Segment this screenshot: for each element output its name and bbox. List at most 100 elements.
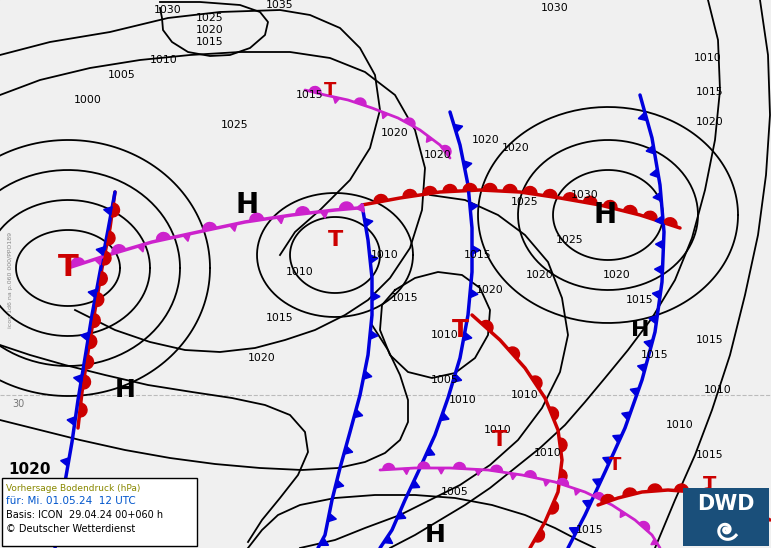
Text: 1015: 1015 [266, 313, 294, 323]
Polygon shape [574, 488, 581, 495]
Text: H: H [631, 320, 649, 340]
Wedge shape [103, 251, 111, 265]
Polygon shape [319, 538, 328, 545]
Polygon shape [655, 240, 664, 249]
Wedge shape [623, 206, 637, 214]
Text: 1015: 1015 [696, 87, 724, 97]
Polygon shape [103, 207, 113, 215]
Wedge shape [643, 211, 657, 220]
Text: für: Mi. 01.05.24  12 UTC: für: Mi. 01.05.24 12 UTC [6, 496, 136, 506]
Text: 1030: 1030 [571, 190, 599, 200]
Wedge shape [663, 218, 677, 227]
Text: 1030: 1030 [154, 5, 182, 15]
Text: © Deutscher Wetterdienst: © Deutscher Wetterdienst [6, 524, 135, 534]
Polygon shape [630, 388, 639, 396]
Text: 1025: 1025 [196, 13, 224, 23]
Text: 1005: 1005 [441, 487, 469, 497]
Text: T: T [609, 456, 621, 474]
Polygon shape [463, 161, 472, 169]
Wedge shape [549, 407, 558, 420]
Text: 1010: 1010 [150, 55, 178, 65]
Text: 1020: 1020 [526, 270, 554, 280]
Wedge shape [534, 529, 544, 542]
Polygon shape [426, 135, 433, 142]
Text: 1020: 1020 [424, 150, 452, 160]
Polygon shape [369, 255, 378, 264]
Bar [683, 488, 769, 546]
Wedge shape [603, 201, 617, 209]
Text: DWD: DWD [697, 494, 755, 514]
Polygon shape [55, 498, 63, 506]
Wedge shape [453, 463, 466, 469]
Polygon shape [94, 257, 102, 265]
Text: 1020: 1020 [476, 285, 504, 295]
Wedge shape [559, 469, 567, 483]
Polygon shape [650, 169, 658, 178]
Wedge shape [531, 376, 542, 389]
Polygon shape [510, 473, 517, 480]
Polygon shape [603, 457, 612, 465]
Wedge shape [106, 231, 115, 245]
Polygon shape [88, 289, 97, 298]
Polygon shape [321, 211, 328, 218]
Wedge shape [418, 462, 429, 468]
Polygon shape [544, 480, 550, 486]
Polygon shape [73, 375, 82, 384]
Wedge shape [403, 190, 417, 197]
Wedge shape [752, 507, 766, 517]
Wedge shape [250, 213, 264, 221]
Polygon shape [277, 216, 284, 224]
Text: 1025: 1025 [556, 235, 584, 245]
Wedge shape [463, 184, 477, 191]
Polygon shape [230, 224, 237, 231]
Wedge shape [503, 185, 517, 192]
Polygon shape [61, 458, 69, 466]
Polygon shape [453, 124, 463, 133]
Wedge shape [639, 522, 649, 532]
Text: 1020: 1020 [472, 135, 500, 145]
Polygon shape [372, 292, 380, 301]
Text: 1015: 1015 [296, 90, 324, 100]
Polygon shape [335, 480, 344, 488]
Text: 1005: 1005 [108, 70, 136, 80]
Polygon shape [653, 192, 662, 201]
Polygon shape [453, 374, 462, 382]
Wedge shape [490, 465, 503, 472]
Text: 1015: 1015 [626, 295, 654, 305]
Polygon shape [383, 535, 392, 544]
Wedge shape [296, 207, 310, 215]
Wedge shape [523, 186, 537, 195]
Text: 1020: 1020 [502, 143, 530, 153]
Wedge shape [593, 493, 604, 501]
Wedge shape [374, 195, 388, 203]
Text: T: T [324, 81, 336, 99]
Polygon shape [382, 112, 388, 118]
Wedge shape [701, 488, 715, 496]
Text: 1005: 1005 [431, 375, 459, 385]
Wedge shape [86, 355, 93, 369]
Polygon shape [583, 500, 592, 508]
Wedge shape [441, 146, 451, 156]
Wedge shape [79, 403, 87, 417]
Wedge shape [89, 335, 96, 349]
Wedge shape [557, 478, 568, 487]
Text: 1020: 1020 [696, 117, 724, 127]
Text: 1010: 1010 [666, 420, 694, 430]
Wedge shape [443, 185, 457, 192]
Polygon shape [328, 513, 336, 522]
Polygon shape [81, 332, 89, 341]
Polygon shape [621, 412, 631, 420]
Polygon shape [440, 412, 449, 421]
Polygon shape [638, 112, 647, 121]
Polygon shape [649, 315, 658, 324]
Wedge shape [648, 484, 662, 492]
Wedge shape [404, 118, 415, 127]
Text: H: H [115, 378, 136, 402]
Text: 1025: 1025 [221, 120, 249, 130]
Polygon shape [472, 246, 480, 254]
Wedge shape [508, 347, 520, 359]
Polygon shape [646, 145, 655, 154]
Polygon shape [369, 330, 378, 339]
Wedge shape [563, 193, 577, 201]
Polygon shape [364, 218, 373, 227]
